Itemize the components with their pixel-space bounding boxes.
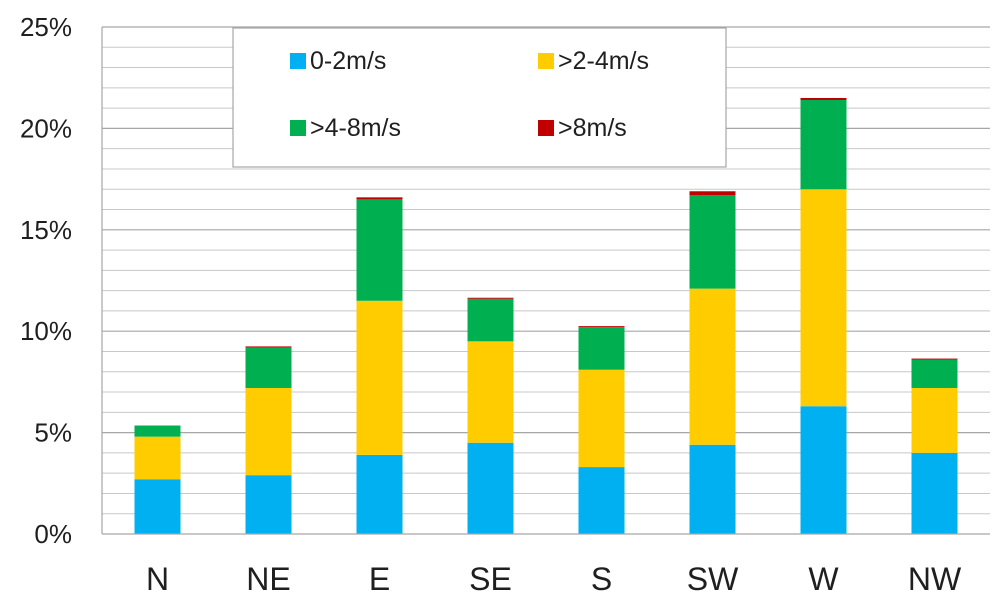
bar-segment-nw-0-2m-s <box>911 452 958 534</box>
bar-segment-sw-4-8m-s <box>689 195 736 289</box>
legend-label: >2-4m/s <box>558 47 649 75</box>
bar-segment-ne-2-4m-s <box>245 387 292 476</box>
bar-segment-sw-0-2m-s <box>689 444 736 534</box>
x-category-label: SE <box>469 561 512 595</box>
legend: 0-2m/s >2-4m/s >4-8m/s >8m/s <box>232 27 727 168</box>
y-tick-label: 10% <box>20 316 72 346</box>
legend-label: 0-2m/s <box>310 47 386 75</box>
legend-swatch <box>538 53 554 69</box>
x-category-label: N <box>146 561 169 595</box>
legend-swatch <box>290 120 306 136</box>
legend-swatch <box>538 120 554 136</box>
bar-segment-w-0-2m-s <box>800 406 847 534</box>
bar-segment-e-0-2m-s <box>356 454 403 534</box>
y-tick-label: 5% <box>34 418 72 448</box>
bar-segment-ne-8m-s <box>245 346 292 348</box>
bar-segment-s-4-8m-s <box>578 327 625 370</box>
legend-box <box>232 27 727 168</box>
bar-segment-nw-4-8m-s <box>911 359 958 388</box>
bar-segment-ne-0-2m-s <box>245 475 292 534</box>
bar-segment-se-8m-s <box>467 297 514 299</box>
bar-segment-n-4-8m-s <box>134 425 181 437</box>
bar-segment-s-0-2m-s <box>578 467 625 534</box>
bar-segment-se-4-8m-s <box>467 298 514 342</box>
axes <box>101 27 990 535</box>
bar-segment-e-2-4m-s <box>356 300 403 455</box>
bar-segment-w-4-8m-s <box>800 100 847 190</box>
bar-segment-e-8m-s <box>356 197 403 200</box>
bar-segment-w-2-4m-s <box>800 189 847 407</box>
bar-segment-nw-2-4m-s <box>911 387 958 453</box>
bar-segment-sw-8m-s <box>689 191 736 196</box>
x-category-label: W <box>808 561 839 595</box>
bar-segment-ne-4-8m-s <box>245 347 292 388</box>
y-tick-label: 15% <box>20 215 72 245</box>
bar-segment-se-2-4m-s <box>467 341 514 443</box>
bar-segment-e-4-8m-s <box>356 199 403 301</box>
bar-segment-n-0-2m-s <box>134 479 181 534</box>
legend-label: >4-8m/s <box>310 114 401 142</box>
x-category-label: NE <box>246 561 290 595</box>
x-category-label: NW <box>908 561 962 595</box>
x-category-label: E <box>369 561 390 595</box>
bar-segment-n-2-4m-s <box>134 436 181 480</box>
y-tick-label: 0% <box>34 519 72 549</box>
x-category-label: SW <box>687 561 739 595</box>
x-category-label: S <box>591 561 612 595</box>
y-tick-label: 25% <box>20 12 72 42</box>
bar-segment-sw-2-4m-s <box>689 288 736 445</box>
bar-segment-se-0-2m-s <box>467 442 514 534</box>
y-tick-labels: 0% 5% 10% 15% 20% 25% <box>20 12 72 549</box>
bar-segment-s-2-4m-s <box>578 369 625 468</box>
legend-swatch <box>290 53 306 69</box>
bars <box>134 97 958 534</box>
x-category-labels: N NE E SE S SW W NW <box>146 561 962 595</box>
bar-segment-w-8m-s <box>800 97 847 101</box>
y-tick-label: 20% <box>20 113 72 143</box>
bar-segment-s-8m-s <box>578 326 625 328</box>
legend-label: >8m/s <box>558 114 627 142</box>
bar-segment-nw-8m-s <box>911 358 958 360</box>
